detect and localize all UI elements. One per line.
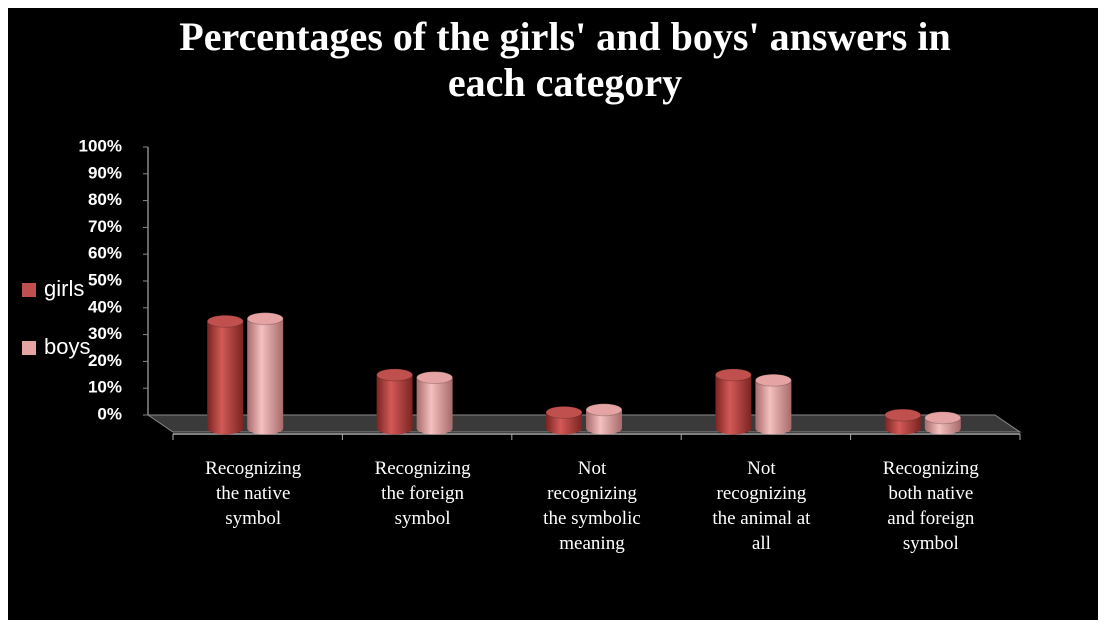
y-tick-label: 70%: [88, 217, 122, 236]
legend-swatch: [22, 283, 36, 297]
legend-label: boys: [44, 334, 90, 359]
y-tick-label: 50%: [88, 270, 122, 289]
bar-top: [714, 368, 752, 382]
bar-top: [246, 312, 284, 326]
chart-title: Percentages of the girls' and boys' answ…: [179, 14, 950, 105]
y-tick-label: 0%: [97, 404, 122, 423]
x-tick-label: Not recognizing the symbolic meaning: [543, 458, 641, 554]
bar: [755, 380, 792, 435]
bar-top: [884, 408, 922, 422]
bar: [586, 409, 622, 435]
bar: [546, 412, 582, 435]
x-tick-label: Not recognizing the animal at all: [712, 458, 811, 554]
bar: [715, 374, 752, 435]
background: [8, 8, 1098, 620]
y-tick-label: 80%: [88, 190, 122, 209]
bar-top: [924, 411, 962, 425]
y-tick-label: 60%: [88, 244, 122, 263]
bar-top: [754, 373, 792, 387]
y-tick-label: 40%: [88, 297, 122, 316]
bar-top: [206, 314, 244, 328]
floor: [146, 414, 1022, 433]
y-tick-label: 90%: [88, 163, 122, 182]
bar: [207, 321, 244, 435]
bar: [247, 318, 284, 435]
x-tick-label: Recognizing the native symbol: [205, 458, 302, 529]
bar-top: [376, 368, 414, 382]
legend-swatch: [22, 341, 36, 355]
y-tick-label: 10%: [88, 378, 122, 397]
x-tick-label: Recognizing the foreign symbol: [375, 458, 472, 529]
y-tick-label: 20%: [88, 351, 122, 370]
x-tick-label: Recognizing both native and foreign symbol: [883, 458, 980, 554]
legend-label: girls: [44, 276, 84, 301]
bar-top: [545, 405, 583, 419]
y-tick-label: 100%: [79, 136, 122, 155]
bar-top: [585, 403, 623, 417]
bar: [416, 377, 453, 435]
bar-top: [416, 371, 454, 385]
y-tick-label: 30%: [88, 324, 122, 343]
bar: [376, 374, 413, 435]
